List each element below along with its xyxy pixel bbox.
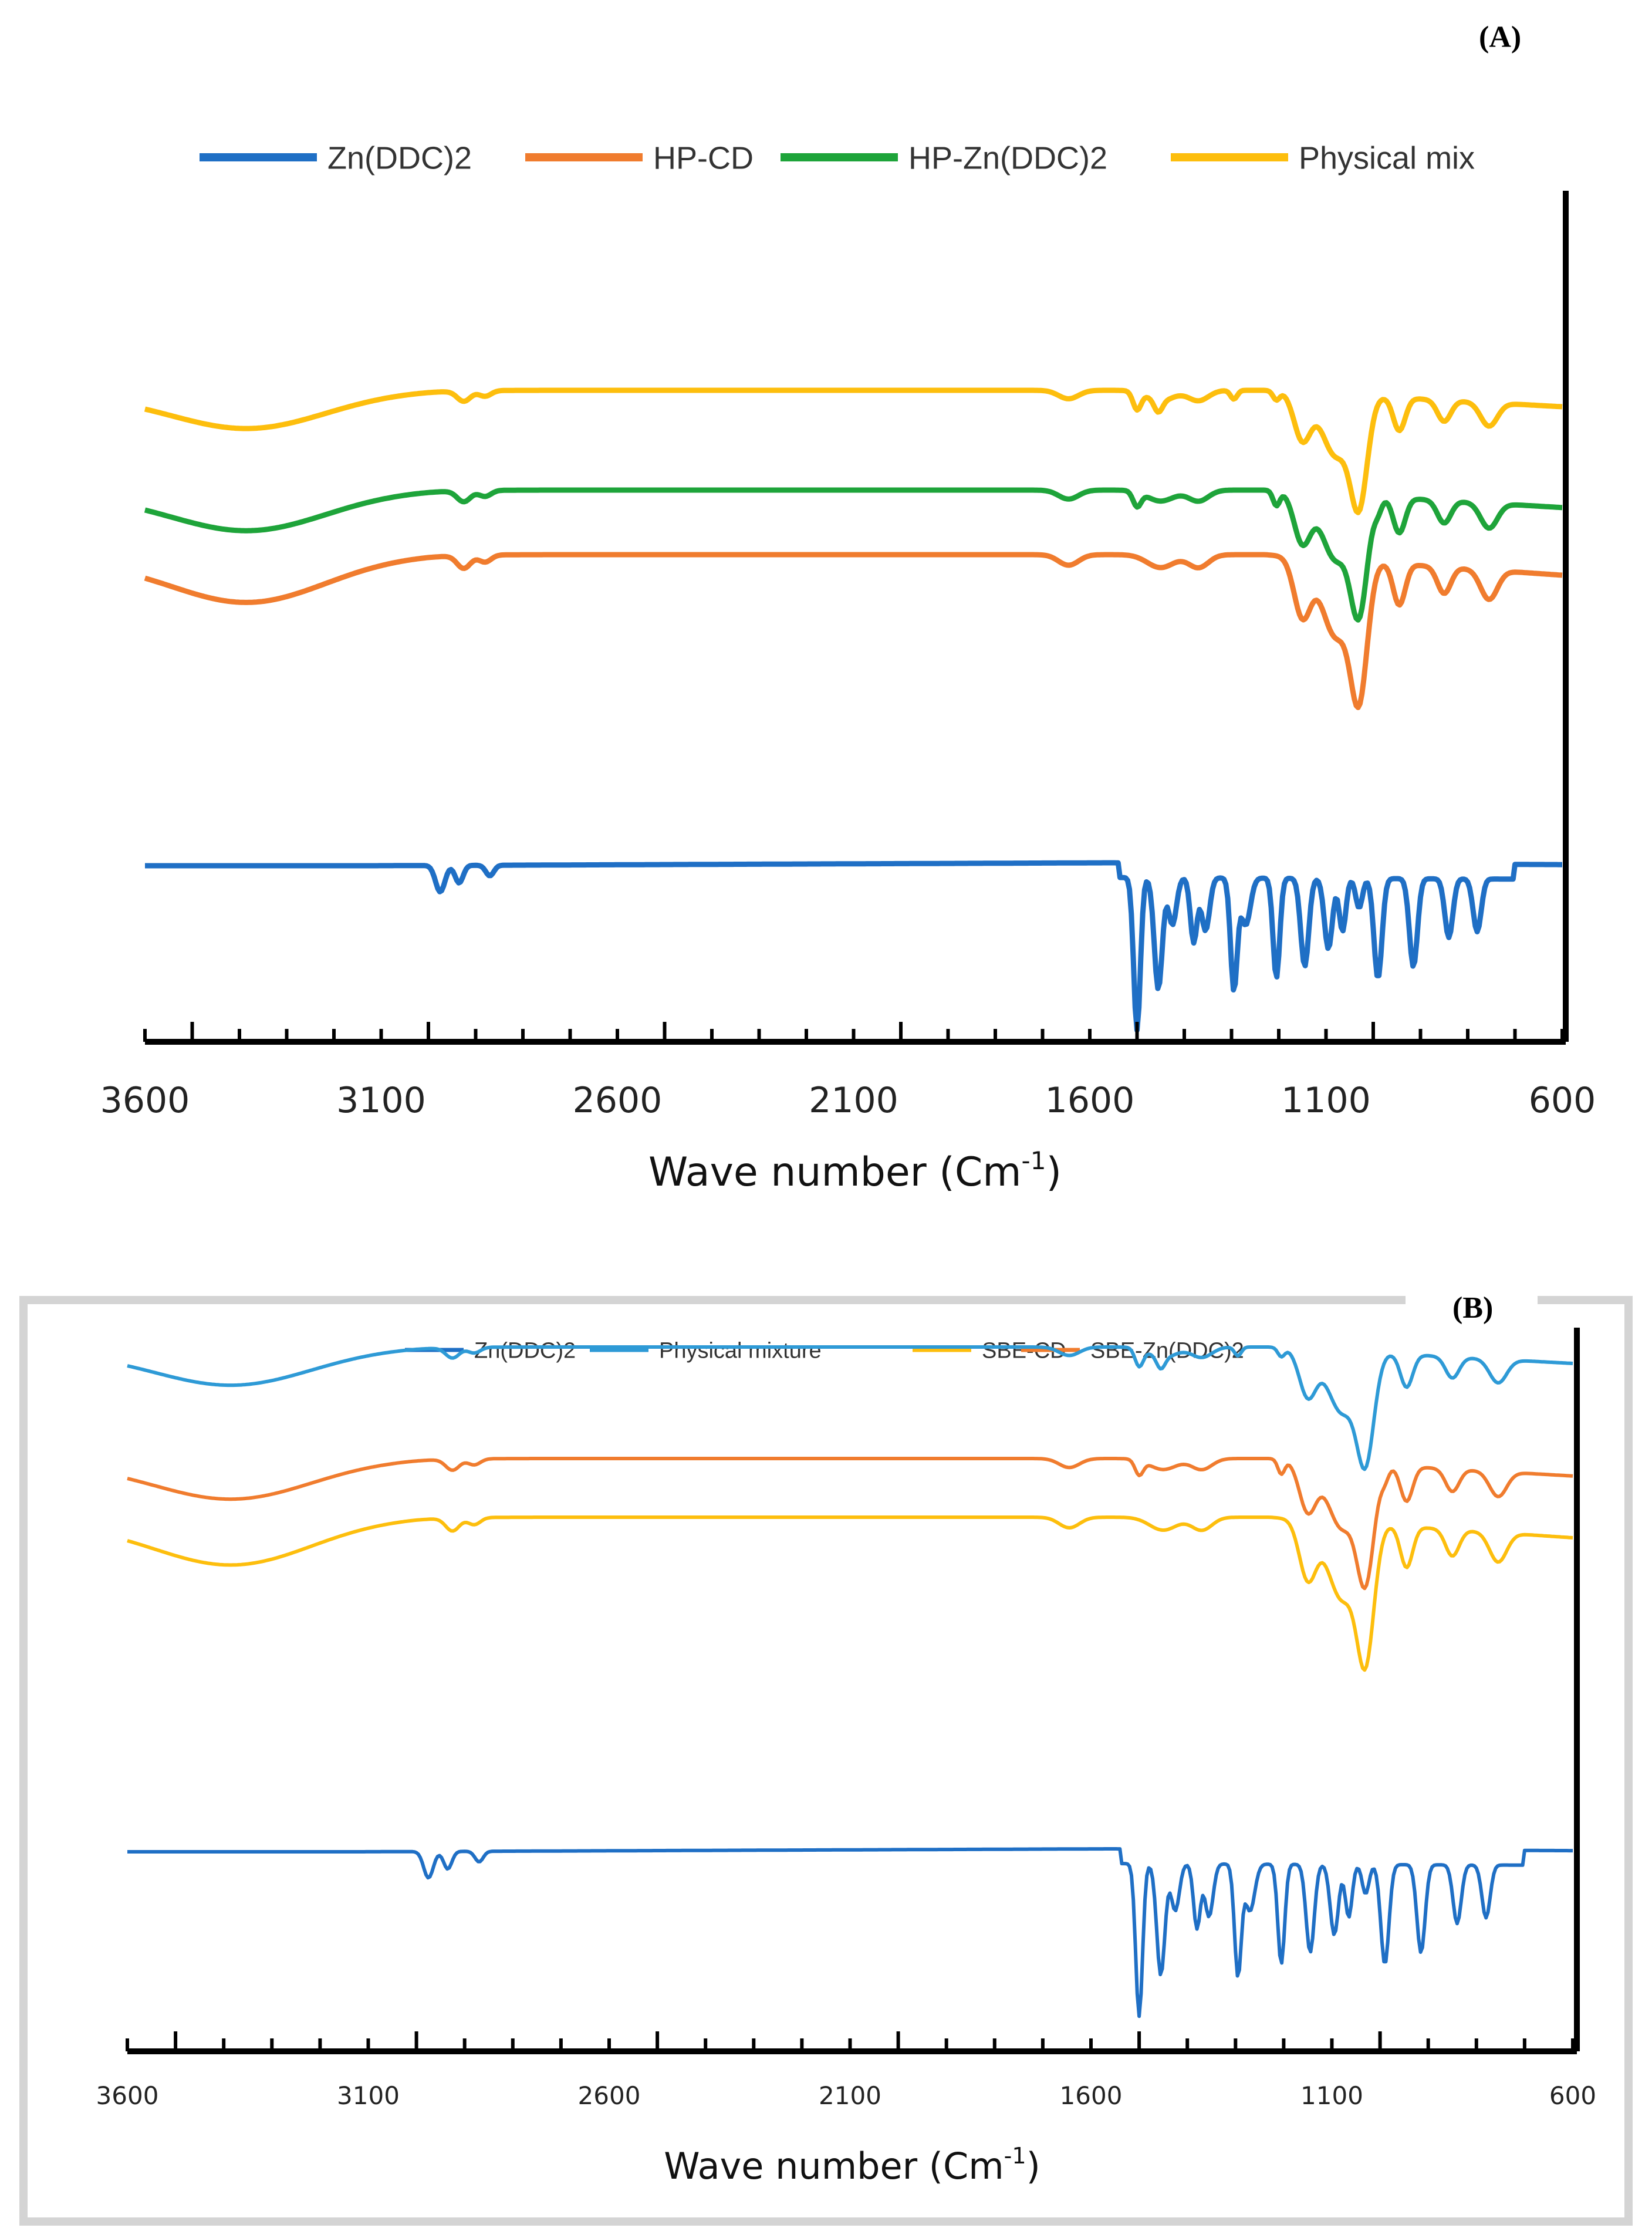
x-tick-label-600: 600 xyxy=(1549,2081,1596,2110)
x-tick-label-2600: 2600 xyxy=(573,1080,663,1121)
x-tick-label-2100: 2100 xyxy=(819,2081,881,2110)
panel-a-series xyxy=(144,387,1563,1033)
panel-b-label: (B) xyxy=(1452,1291,1493,1325)
series-line-hp-cd xyxy=(144,552,1563,710)
series-line-hp-zn-ddc-2 xyxy=(144,487,1563,623)
panel-b-legend: Zn(DDC)2 Physical mixture SBE-CD SBE-Zn(DDC… xyxy=(405,1339,1244,1363)
legend-label-physical-mix: Physical mix xyxy=(1299,140,1475,175)
legend-label-zn-ddc-2: Zn(DDC)2 xyxy=(327,140,472,175)
x-tick-label-1100: 1100 xyxy=(1300,2081,1363,2110)
panel-b: (B) Zn(DDC)2 Physical mixture SBE-CD SBE-Zn… xyxy=(19,1282,1633,2226)
legend-label-hp-cd: HP-CD xyxy=(653,140,754,175)
x-tick-label-600: 600 xyxy=(1529,1080,1596,1121)
panel-b-series xyxy=(127,1345,1573,2018)
series-line-sbe-cd xyxy=(127,1515,1573,1672)
x-tick-label-1600: 1600 xyxy=(1060,2081,1123,2110)
panel-a-x-axis-title: Wave number (Cm-1) xyxy=(648,1146,1062,1196)
panel-a: (A) Zn(DDC)2 HP-CD HP-Zn(DDC)2 Physical mix… xyxy=(100,21,1596,1196)
legend-label-physical-mixture: Physical mixture xyxy=(659,1339,822,1363)
panel-b-x-axis-title: Wave number (Cm-1) xyxy=(664,2143,1040,2188)
x-tick-label-2600: 2600 xyxy=(578,2081,641,2110)
x-tick-label-3100: 3100 xyxy=(336,1080,426,1121)
x-tick-label-1600: 1600 xyxy=(1045,1080,1135,1121)
legend-label-zn-ddc-2: Zn(DDC)2 xyxy=(474,1339,576,1363)
legend-label-hp-zn-ddc-2: HP-Zn(DDC)2 xyxy=(908,140,1107,175)
series-line-physical-mix xyxy=(144,387,1563,515)
x-tick-label-1100: 1100 xyxy=(1281,1080,1371,1121)
x-tick-label-3100: 3100 xyxy=(337,2081,400,2110)
x-tick-label-3600: 3600 xyxy=(96,2081,159,2110)
x-tick-label-3600: 3600 xyxy=(100,1080,190,1121)
panel-b-frame xyxy=(19,1296,1633,2226)
series-line-physical-mixture xyxy=(127,1345,1573,1471)
panel-a-label: (A) xyxy=(1479,21,1521,54)
x-tick-label-2100: 2100 xyxy=(809,1080,898,1121)
panel-b-x-ticks: 3600 3100 2600 2100 1600 1100 600 xyxy=(96,2031,1596,2110)
panel-a-legend: Zn(DDC)2 HP-CD HP-Zn(DDC)2 Physical mix xyxy=(200,140,1475,175)
panel-a-x-ticks: 3600 3100 2600 2100 1600 1100 600 xyxy=(100,1022,1596,1121)
series-line-zn-ddc-2 xyxy=(144,860,1563,1033)
series-line-zn-ddc-2 xyxy=(127,1847,1573,2018)
panel-b-label-mask xyxy=(1406,1282,1538,1329)
series-line-sbe-zn-ddc-2 xyxy=(127,1457,1573,1591)
